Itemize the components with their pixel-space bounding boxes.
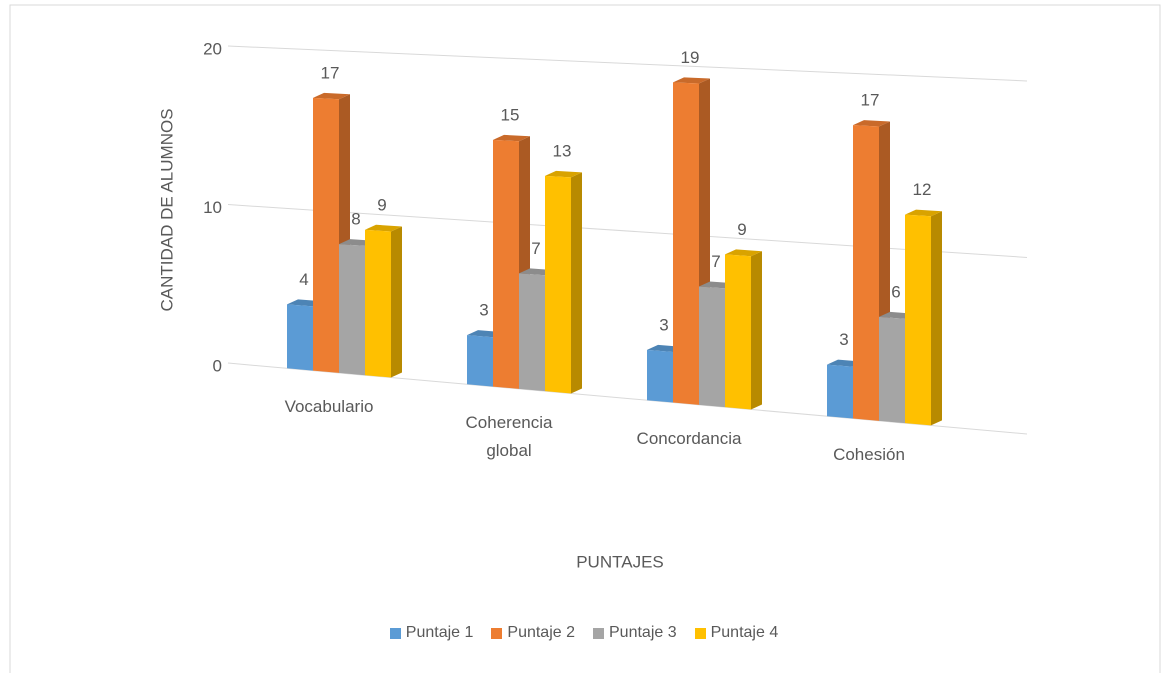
y-axis-title: CANTIDAD DE ALUMNOS bbox=[157, 108, 176, 311]
bar-front bbox=[725, 254, 751, 410]
legend-swatch bbox=[389, 627, 401, 639]
data-label: 4 bbox=[299, 270, 308, 289]
data-label: 9 bbox=[737, 220, 746, 239]
bar-front bbox=[853, 125, 879, 421]
bar bbox=[905, 209, 942, 426]
y-tick-label: 20 bbox=[203, 40, 222, 59]
legend: Puntaje 1 Puntaje 2 Puntaje 3 Puntaje 4 bbox=[0, 624, 1168, 642]
bar-side bbox=[391, 226, 402, 378]
data-label: 3 bbox=[659, 315, 668, 334]
grid-line bbox=[227, 204, 1028, 258]
x-tick-label: Coherencia global bbox=[465, 412, 553, 460]
bar-front bbox=[827, 364, 853, 419]
bar-top bbox=[673, 77, 710, 84]
legend-swatch bbox=[694, 627, 706, 639]
bar-front bbox=[339, 244, 365, 376]
x-axis-title: PUNTAJES bbox=[576, 552, 664, 571]
legend-item: Puntaje 3 bbox=[593, 624, 677, 642]
bar-front bbox=[313, 97, 339, 373]
bar-front bbox=[365, 229, 391, 378]
bar-top bbox=[853, 120, 890, 127]
bar-front bbox=[287, 304, 313, 371]
data-label: 17 bbox=[321, 63, 340, 82]
bar-top bbox=[493, 134, 530, 142]
y-tick-label: 0 bbox=[213, 357, 222, 376]
data-label: 19 bbox=[681, 48, 700, 67]
bar-top bbox=[725, 249, 762, 257]
legend-label: Puntaje 2 bbox=[507, 624, 575, 641]
y-tick-label: 10 bbox=[203, 198, 222, 217]
bar-front bbox=[699, 286, 725, 408]
x-tick-label: Concordancia bbox=[636, 428, 742, 448]
legend-item: Puntaje 2 bbox=[491, 624, 575, 642]
bar-side bbox=[571, 172, 582, 394]
bar-front bbox=[519, 273, 545, 392]
legend-swatch bbox=[593, 627, 604, 639]
bar-front bbox=[467, 335, 493, 387]
x-tick-label: Cohesión bbox=[833, 444, 905, 464]
data-label: 3 bbox=[479, 301, 488, 320]
bar-front bbox=[905, 214, 931, 426]
data-label: 7 bbox=[531, 239, 540, 258]
bar-front bbox=[545, 175, 571, 394]
bar-side bbox=[931, 211, 942, 426]
bar-top bbox=[545, 170, 582, 178]
grid-line bbox=[227, 45, 1028, 82]
legend-swatch bbox=[491, 627, 503, 639]
data-label: 8 bbox=[351, 210, 360, 229]
x-tick-label: Vocabulario bbox=[284, 396, 374, 416]
data-label: 13 bbox=[553, 141, 572, 160]
legend-label: Puntaje 4 bbox=[710, 624, 779, 641]
bar bbox=[545, 170, 582, 394]
chart-border bbox=[9, 4, 1161, 673]
data-label: 12 bbox=[913, 180, 932, 199]
data-label: 15 bbox=[501, 105, 520, 124]
bar-front bbox=[493, 139, 519, 389]
bar-front bbox=[647, 349, 673, 403]
bar-front bbox=[879, 316, 905, 424]
legend-item: Puntaje 1 bbox=[389, 624, 474, 642]
bar-front bbox=[673, 82, 699, 405]
legend-item: Puntaje 4 bbox=[694, 624, 779, 642]
bar bbox=[365, 224, 402, 378]
data-label: 17 bbox=[861, 91, 880, 110]
data-label: 7 bbox=[711, 252, 720, 271]
bar-top bbox=[313, 92, 350, 100]
bar-top bbox=[905, 209, 942, 217]
data-label: 3 bbox=[839, 330, 848, 349]
bar-top bbox=[365, 224, 402, 232]
legend-label: Puntaje 1 bbox=[405, 624, 474, 641]
data-label: 9 bbox=[377, 195, 386, 214]
bar bbox=[725, 249, 762, 410]
bar-side bbox=[751, 251, 762, 410]
data-label: 6 bbox=[891, 282, 900, 301]
legend-label: Puntaje 3 bbox=[609, 624, 677, 641]
